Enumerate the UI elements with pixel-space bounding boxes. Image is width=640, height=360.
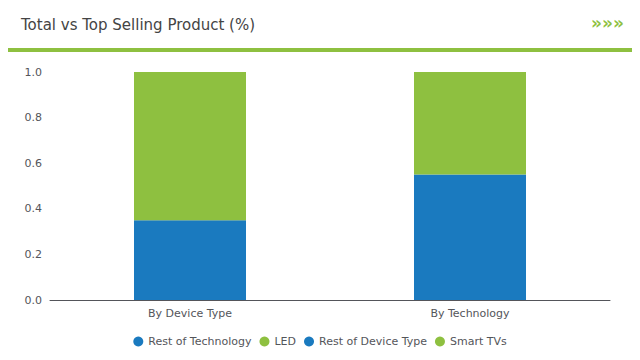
svg-text:»»»: »»»: [591, 13, 624, 33]
svg-text:Total vs Top Selling Product (: Total vs Top Selling Product (%): [20, 16, 255, 34]
svg-text:By Technology: By Technology: [430, 307, 510, 320]
svg-text:1.0: 1.0: [25, 66, 43, 79]
svg-text:LED: LED: [274, 335, 296, 348]
svg-text:By Device Type: By Device Type: [148, 307, 232, 320]
svg-text:0.0: 0.0: [25, 294, 43, 307]
svg-text:0.4: 0.4: [25, 202, 43, 215]
svg-text:0.6: 0.6: [25, 157, 43, 170]
svg-text:0.8: 0.8: [25, 111, 43, 124]
svg-text:0.2: 0.2: [25, 248, 43, 261]
svg-text:Rest of Device Type: Rest of Device Type: [319, 335, 427, 348]
svg-text:Smart TVs: Smart TVs: [450, 335, 507, 348]
svg-text:Rest of Technology: Rest of Technology: [148, 335, 252, 348]
